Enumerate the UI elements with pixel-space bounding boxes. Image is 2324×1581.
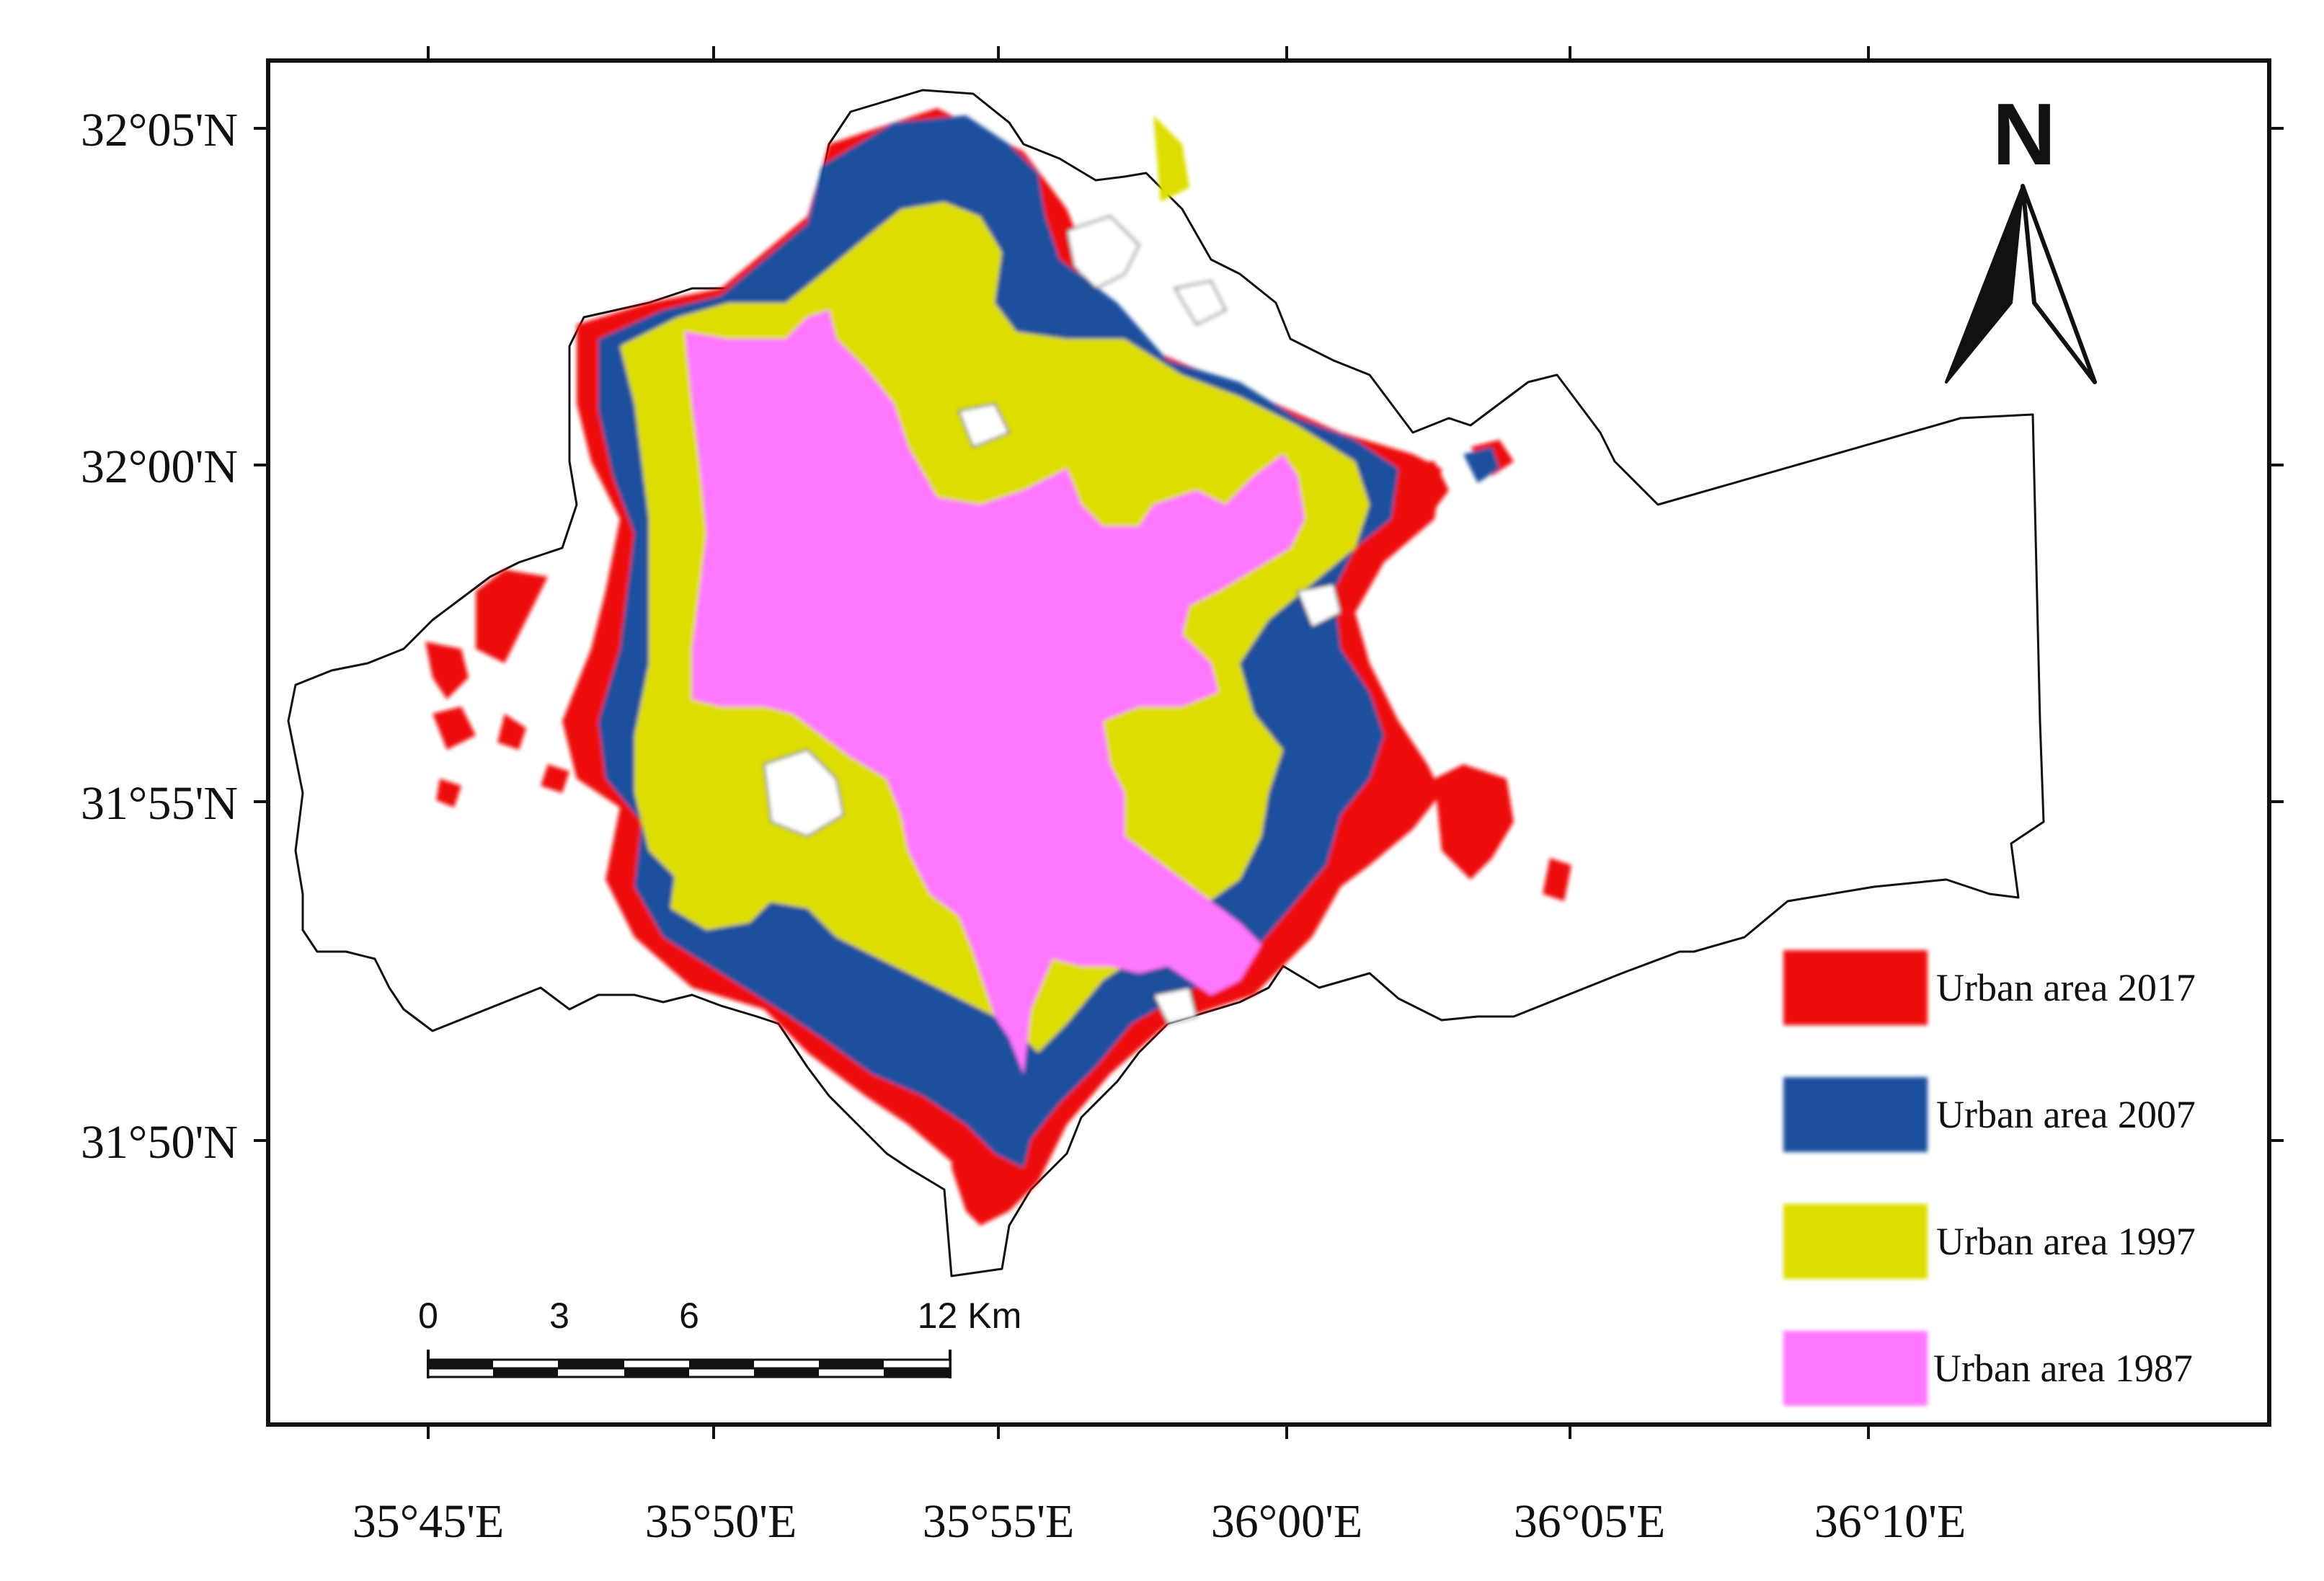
non-urban-gaps (763, 215, 1342, 1025)
latitude-labels: 32°05'N 32°00'N 31°55'N 31°50'N (81, 104, 238, 1169)
legend-label-1987: Urban area 1987 (1933, 1347, 2193, 1390)
scale-label-12: 12 Km (918, 1296, 1022, 1336)
lon-label-36-00: 36°00'E (1211, 1495, 1363, 1548)
scale-bar: 0 3 6 12 Km (418, 1296, 1021, 1378)
lon-label-36-05: 36°05'E (1514, 1495, 1666, 1548)
frame-ticks (254, 46, 2284, 1439)
lat-label-32-05: 32°05'N (81, 104, 238, 156)
legend: Urban area 2017 Urban area 2007 Urban ar… (1783, 950, 2196, 1406)
scale-label-0: 0 (418, 1296, 438, 1336)
urban-area-layers (425, 108, 1571, 1226)
longitude-labels: 35°45'E 35°50'E 35°55'E 36°00'E 36°05'E … (352, 1495, 1966, 1548)
lon-label-36-10: 36°10'E (1814, 1495, 1966, 1548)
legend-label-1997: Urban area 1997 (1936, 1220, 2196, 1263)
legend-label-2007: Urban area 2007 (1936, 1093, 2196, 1136)
north-arrow-icon (1945, 185, 2024, 384)
lon-label-35-50: 35°50'E (645, 1495, 797, 1548)
north-arrow: N (1945, 85, 2097, 384)
lon-label-35-45: 35°45'E (352, 1495, 505, 1548)
legend-swatch-1997 (1783, 1204, 1928, 1279)
legend-swatch-2007 (1783, 1077, 1928, 1152)
lat-label-31-50: 31°50'N (81, 1116, 238, 1169)
scale-label-3: 3 (549, 1296, 569, 1336)
legend-label-2017: Urban area 2017 (1936, 966, 2196, 1009)
lat-label-32-00: 32°00'N (81, 440, 238, 493)
legend-swatch-1987 (1783, 1331, 1928, 1406)
legend-swatch-2017 (1783, 950, 1928, 1025)
lat-label-31-55: 31°55'N (81, 777, 238, 830)
north-letter: N (1992, 85, 2056, 183)
lon-label-35-55: 35°55'E (923, 1495, 1075, 1548)
urban-1987-core (685, 310, 1305, 1074)
scale-label-6: 6 (679, 1296, 699, 1336)
